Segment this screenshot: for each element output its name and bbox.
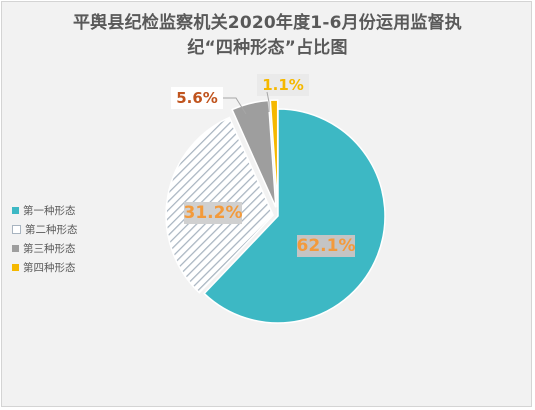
leader-line-third-form [223,97,247,115]
legend-swatch [12,224,21,234]
slice-first-form [203,108,386,324]
chart-title-line-1: 平舆县纪检监察机关2020年度1-6月份运用监督执 [72,13,463,33]
data-label-second-form-group: 31.2% [184,202,243,224]
data-label-fourth-form-group: 1.1% [257,74,309,96]
data-label-first-form-background [297,235,355,257]
slice-fourth-form [269,99,279,208]
legend-swatch [12,244,19,252]
legend-swatch [12,206,19,214]
legend-item: 第一种形态 [12,202,76,218]
legend-label: 第三种形态 [23,242,76,255]
legend-item: 第二种形态 [12,221,78,237]
legend-item: 第三种形态 [12,240,76,256]
legend-label: 第四种形态 [23,261,76,274]
data-label-third-form: 5.6% [176,89,218,107]
legend-item: 第四种形态 [12,259,76,275]
chart-title: 平舆县纪检监察机关2020年度1-6月份运用监督执 纪“四种形态”占比图 [32,11,503,61]
data-label-fourth-form: 1.1% [262,76,304,94]
data-label-fourth-form-background [257,74,309,96]
leader-line-fourth-form [266,91,270,112]
legend-label: 第二种形态 [25,223,78,236]
data-label-second-form: 31.2% [184,203,243,223]
data-label-third-form-group: 5.6% [171,87,223,109]
data-label-second-form-background [184,202,242,224]
data-label-first-form: 62.1% [297,236,356,256]
data-label-first-form-group: 62.1% [297,235,356,257]
legend-swatch [12,263,19,271]
chart-title-line-2: 纪“四种形态”占比图 [187,38,348,58]
legend-label: 第一种形态 [23,204,76,217]
data-label-third-form-background [171,87,223,109]
